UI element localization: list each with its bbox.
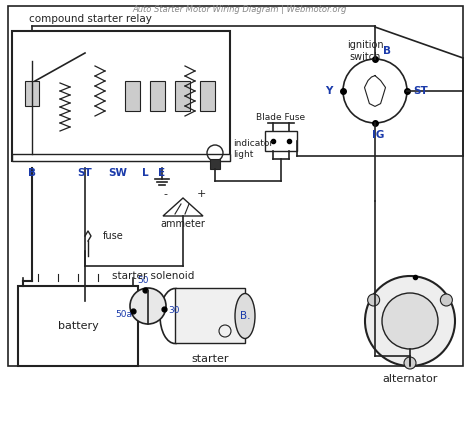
Polygon shape — [180, 154, 186, 161]
Polygon shape — [24, 154, 30, 161]
Circle shape — [365, 276, 455, 366]
Bar — [200, 81, 215, 111]
Text: +: + — [196, 189, 206, 199]
Polygon shape — [162, 154, 168, 161]
Polygon shape — [66, 154, 72, 161]
Text: ammeter: ammeter — [161, 219, 205, 229]
Text: fuse: fuse — [103, 231, 124, 241]
Text: -: - — [163, 189, 167, 199]
Bar — [265, 131, 297, 151]
Polygon shape — [102, 154, 108, 161]
Text: E: E — [158, 168, 165, 178]
Polygon shape — [228, 154, 230, 161]
Polygon shape — [78, 154, 84, 161]
Circle shape — [404, 357, 416, 369]
Polygon shape — [30, 154, 36, 161]
Bar — [150, 81, 165, 111]
Bar — [125, 81, 140, 111]
Text: 50a: 50a — [115, 310, 132, 320]
Polygon shape — [36, 154, 42, 161]
Bar — [210, 159, 220, 169]
Polygon shape — [144, 154, 150, 161]
Polygon shape — [42, 154, 48, 161]
Text: starter: starter — [191, 354, 229, 364]
Ellipse shape — [235, 293, 255, 338]
Circle shape — [440, 294, 452, 306]
Polygon shape — [174, 154, 180, 161]
Text: starter solenoid: starter solenoid — [112, 271, 194, 281]
Text: SW: SW — [109, 168, 128, 178]
Bar — [25, 81, 39, 106]
Polygon shape — [210, 154, 216, 161]
Bar — [18, 286, 138, 366]
Text: 30: 30 — [168, 306, 179, 315]
Text: B.: B. — [240, 311, 250, 321]
Polygon shape — [192, 154, 198, 161]
Polygon shape — [72, 154, 78, 161]
Polygon shape — [168, 154, 174, 161]
Text: compound starter relay: compound starter relay — [28, 14, 151, 24]
Polygon shape — [120, 154, 126, 161]
Text: 50: 50 — [138, 276, 149, 285]
Bar — [12, 31, 230, 161]
Polygon shape — [84, 154, 90, 161]
Text: battery: battery — [58, 321, 99, 331]
Text: Y: Y — [325, 86, 333, 96]
Polygon shape — [186, 154, 192, 161]
Bar — [12, 154, 230, 161]
Text: B: B — [383, 46, 391, 56]
Circle shape — [382, 293, 438, 349]
Circle shape — [368, 294, 380, 306]
Circle shape — [130, 288, 166, 324]
Polygon shape — [132, 154, 138, 161]
Polygon shape — [222, 154, 228, 161]
Text: IG: IG — [372, 130, 384, 140]
Bar — [8, 6, 463, 366]
Polygon shape — [198, 154, 204, 161]
Polygon shape — [12, 154, 18, 161]
Polygon shape — [126, 154, 132, 161]
Polygon shape — [114, 154, 120, 161]
Polygon shape — [138, 154, 144, 161]
Polygon shape — [48, 154, 54, 161]
Text: ignition
switch: ignition switch — [346, 40, 383, 62]
Text: alternator: alternator — [383, 374, 438, 384]
Polygon shape — [60, 154, 66, 161]
Polygon shape — [90, 154, 96, 161]
Polygon shape — [54, 154, 60, 161]
Text: B: B — [28, 168, 36, 178]
Text: ST: ST — [414, 86, 428, 96]
Polygon shape — [204, 154, 210, 161]
Polygon shape — [18, 154, 24, 161]
Polygon shape — [108, 154, 114, 161]
Polygon shape — [150, 154, 156, 161]
Text: Blade Fuse: Blade Fuse — [256, 112, 306, 122]
Polygon shape — [216, 154, 222, 161]
Polygon shape — [96, 154, 102, 161]
Text: ST: ST — [78, 168, 92, 178]
Bar — [175, 81, 190, 111]
Polygon shape — [156, 154, 162, 161]
Text: L: L — [142, 168, 148, 178]
Text: indicator
light: indicator light — [233, 139, 273, 159]
Text: Auto Starter Motor Wiring Diagram | Webmotor.org: Auto Starter Motor Wiring Diagram | Webm… — [133, 5, 347, 13]
Bar — [175, 288, 245, 343]
